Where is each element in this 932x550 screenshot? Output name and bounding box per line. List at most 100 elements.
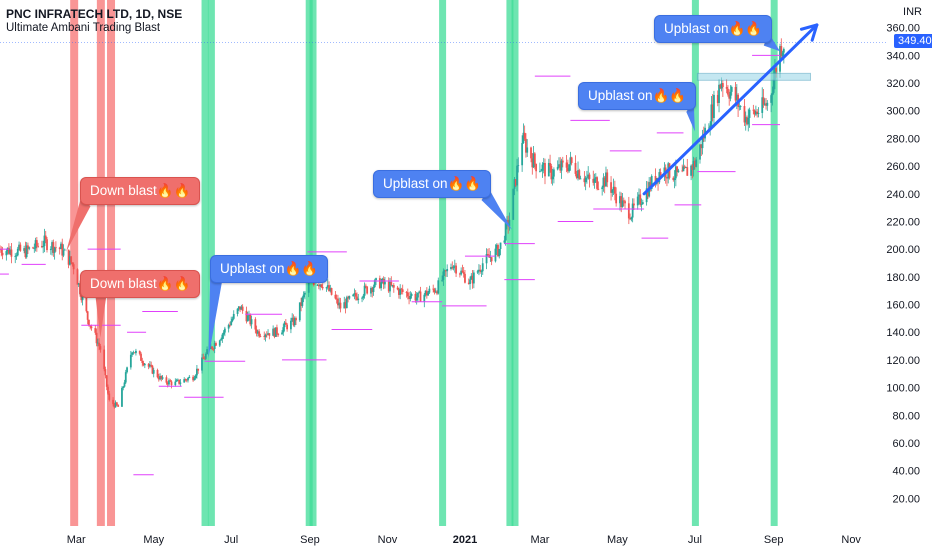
candle-body — [362, 295, 365, 298]
candle-body — [86, 311, 89, 320]
upblast-callout[interactable]: Upblast on🔥🔥 — [373, 170, 492, 198]
candle-body — [286, 324, 289, 330]
price-tick-label: 80.00 — [892, 410, 920, 422]
candle-body — [526, 147, 529, 153]
upblast-callout[interactable]: Upblast on🔥🔥 — [210, 255, 329, 283]
candle-body — [300, 302, 302, 306]
candle-body — [743, 106, 746, 123]
candle-body — [123, 382, 126, 387]
candle-body — [514, 179, 517, 186]
candle-body — [739, 106, 742, 107]
candle-body — [264, 334, 267, 338]
time-tick-label: May — [143, 534, 164, 546]
candle-body — [149, 364, 151, 367]
candle-body — [467, 282, 470, 284]
candle-body — [99, 346, 102, 350]
candle-body — [558, 164, 560, 167]
candle-body — [455, 265, 457, 274]
candle-body — [754, 111, 757, 115]
candle-body — [184, 379, 187, 380]
candle-body — [592, 178, 595, 183]
candle-body — [81, 296, 84, 301]
candle-body — [619, 196, 621, 204]
candle-body — [117, 405, 120, 407]
candle-body — [292, 317, 295, 326]
candle-body — [43, 235, 46, 247]
candle-body — [503, 240, 506, 243]
candle-body — [337, 298, 339, 306]
candle-body — [490, 257, 493, 262]
candle-body — [58, 247, 61, 250]
upblast-callout[interactable]: Upblast on🔥🔥 — [654, 15, 773, 43]
candle-body — [370, 288, 372, 294]
candle-body — [354, 293, 357, 297]
candle-body — [236, 308, 239, 314]
candle-body — [113, 404, 116, 408]
candle-body — [602, 177, 605, 188]
candle-body — [578, 170, 581, 179]
candle-body — [329, 288, 332, 291]
candle-body — [730, 86, 733, 92]
candle-body — [636, 196, 639, 206]
time-axis[interactable]: Mar May Jul Sep Nov 2021 Mar May Jul Sep Nov — [67, 534, 862, 546]
candle-body — [583, 178, 586, 183]
candle-body — [54, 247, 57, 249]
candle-body — [201, 357, 203, 371]
candle-body — [451, 267, 454, 269]
candle-body — [716, 94, 719, 103]
downblast-callout[interactable]: Down blast🔥🔥 — [80, 270, 201, 298]
candle-body — [464, 273, 466, 283]
candle-body — [187, 377, 189, 381]
candle-body — [547, 163, 550, 177]
candle-body — [630, 217, 633, 220]
candle-body — [175, 380, 178, 382]
candle-body — [707, 127, 710, 129]
callout-pointer — [208, 275, 222, 359]
candle-body — [151, 365, 154, 374]
candle-body — [711, 104, 714, 118]
candle-body — [508, 219, 511, 227]
candle-body — [399, 288, 402, 295]
candle-body — [343, 302, 346, 309]
candle-body — [24, 248, 27, 258]
level-lines — [0, 54, 781, 476]
candle-body — [478, 269, 480, 272]
candle-body — [231, 318, 234, 322]
candle-body — [453, 265, 456, 267]
candle-body — [115, 402, 118, 406]
candle-body — [544, 163, 546, 177]
indicator-name[interactable]: Ultimate Ambani Trading Blast — [6, 22, 161, 34]
candle-body — [640, 204, 643, 205]
candle-body — [347, 297, 349, 299]
candle-body — [335, 298, 338, 300]
price-axis[interactable]: 20.00 40.00 60.00 80.00 100.00 120.00 140.00 16… — [886, 23, 920, 506]
candle-body — [68, 256, 71, 265]
candle-body — [622, 200, 625, 202]
symbol-title[interactable]: PNC INFRATECH LTD, 1D, NSE — [6, 7, 183, 21]
candle-body — [1, 252, 4, 256]
candle-body — [624, 201, 626, 204]
candle-body — [516, 165, 518, 186]
candle-body — [389, 281, 391, 292]
upblast-callout[interactable]: Upblast on🔥🔥 — [578, 82, 697, 110]
candle-body — [19, 244, 22, 251]
candle-body — [480, 271, 483, 273]
candle-body — [690, 165, 692, 176]
candle-body — [185, 379, 188, 381]
candle-body — [570, 157, 573, 163]
candle-body — [472, 272, 475, 284]
candle-body — [272, 328, 275, 336]
candle-body — [700, 144, 703, 149]
candle-body — [227, 324, 230, 329]
candle-body — [129, 354, 132, 368]
candle-body — [681, 170, 684, 172]
candle-body — [159, 375, 161, 380]
candle-body — [597, 188, 600, 190]
price-tick-label: 120.00 — [886, 355, 920, 367]
candle-body — [168, 380, 170, 385]
candle-body — [521, 143, 524, 166]
downblast-callout[interactable]: Down blast🔥🔥 — [80, 177, 201, 205]
candle-body — [476, 271, 479, 273]
candle-body — [371, 288, 374, 293]
candle-body — [223, 328, 226, 333]
